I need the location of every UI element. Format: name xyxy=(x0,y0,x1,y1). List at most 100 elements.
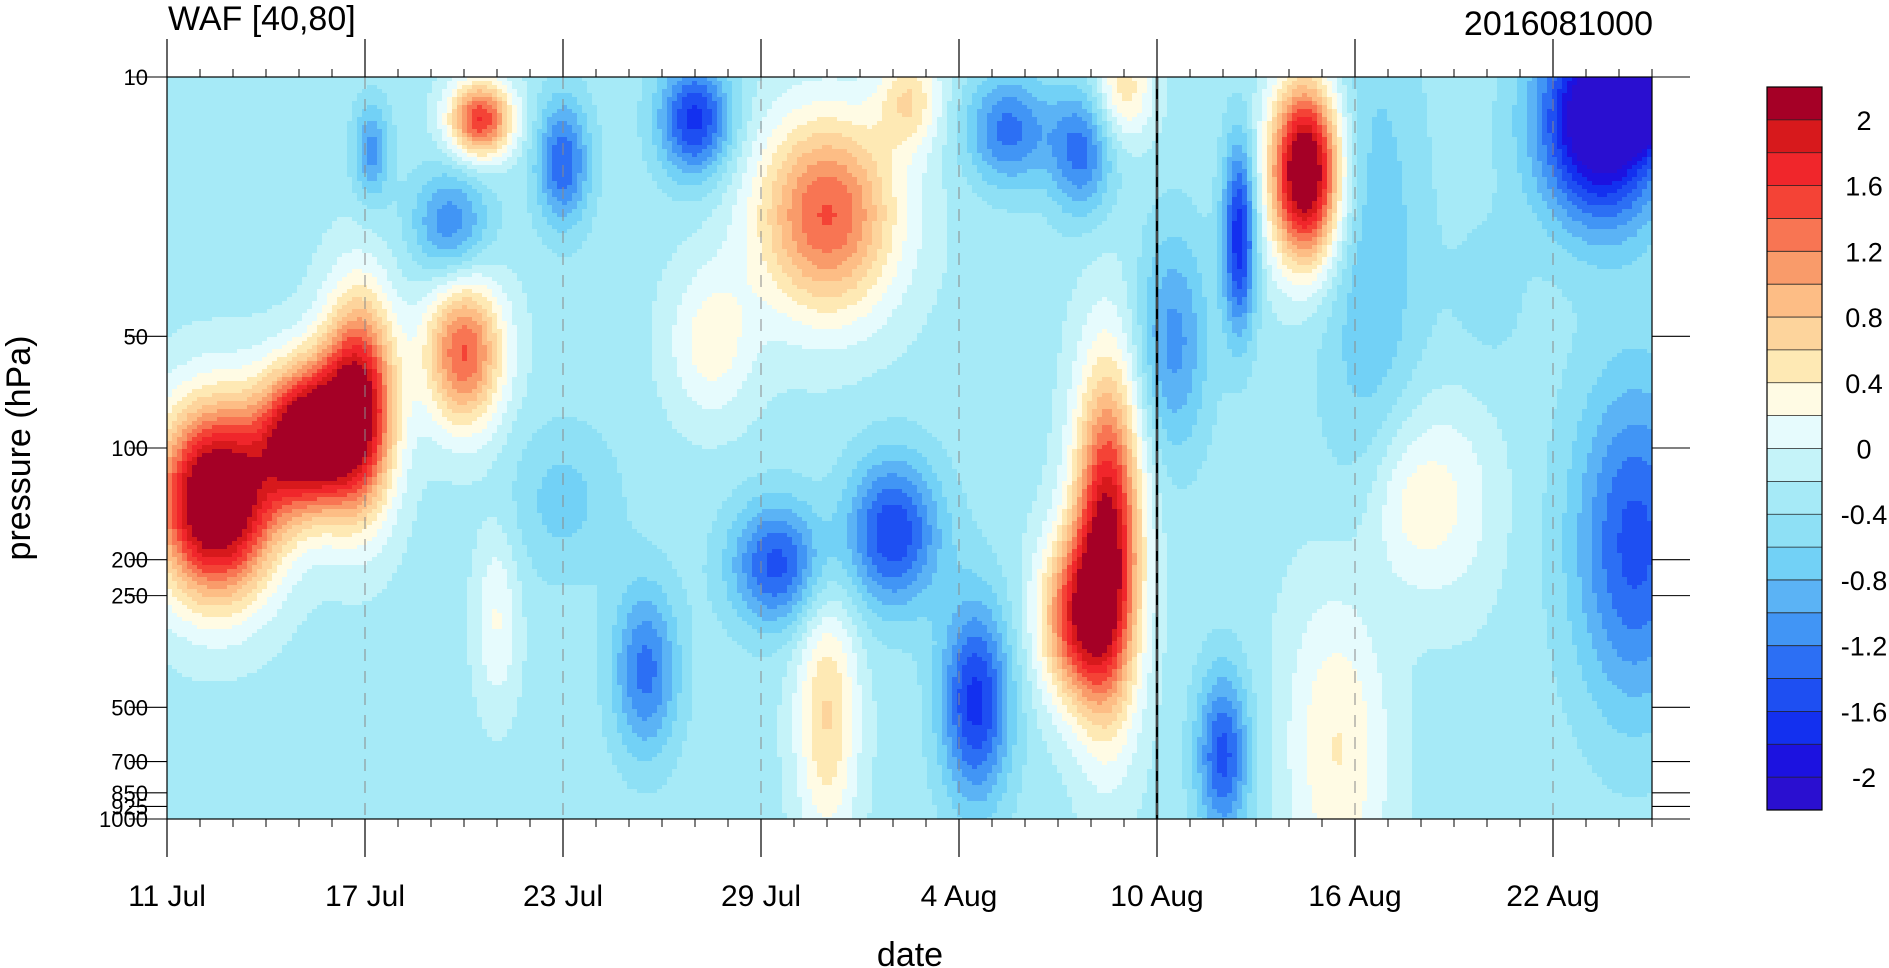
contour-cell-1892 xyxy=(717,101,723,106)
contour-cell-967 xyxy=(547,89,553,94)
contour-cell-1971 xyxy=(1112,101,1118,106)
contour-cell-657 xyxy=(482,85,488,90)
contour-cell-1415 xyxy=(1302,93,1308,98)
contour-cell-953 xyxy=(477,89,483,94)
contour-cell-1153 xyxy=(1477,89,1483,94)
contour-cell-656 xyxy=(477,85,483,90)
contour-cell-484 xyxy=(1102,81,1108,86)
contour-cell-762 xyxy=(1007,85,1013,90)
contour-cell-1560 xyxy=(542,97,548,102)
contour-cell-595 xyxy=(172,85,178,90)
contour-cell-1 xyxy=(172,77,178,82)
contour-cell-751 xyxy=(952,85,958,90)
contour-cell-1300 xyxy=(727,93,733,98)
contour-cell-1694 xyxy=(1212,97,1218,102)
contour-cell-1615 xyxy=(817,97,823,102)
contour-cell-1376 xyxy=(1107,93,1113,98)
contour-cell-1103 xyxy=(1227,89,1233,94)
contour-cell-1273 xyxy=(592,93,598,98)
contour-cell-785 xyxy=(1122,85,1128,90)
contour-cell-1274 xyxy=(597,93,603,98)
contour-cell-528 xyxy=(1322,81,1328,86)
contour-cell-552 xyxy=(1442,81,1448,86)
contour-cell-696 xyxy=(677,85,683,90)
contour-cell-1170 xyxy=(1562,89,1568,94)
contour-cell-1637 xyxy=(927,97,933,102)
contour-cell-1281 xyxy=(632,93,638,98)
contour-cell-415 xyxy=(757,81,763,86)
contour-cell-1815 xyxy=(332,101,338,106)
contour-cell-323 xyxy=(297,81,303,86)
contour-cell-1448 xyxy=(1467,93,1473,98)
contour-cell-343 xyxy=(397,81,403,86)
contour-cell-407 xyxy=(717,81,723,86)
contour-cell-1989 xyxy=(1202,101,1208,106)
contour-cell-879 xyxy=(1592,85,1598,90)
contour-cell-1847 xyxy=(492,101,498,106)
contour-cell-935 xyxy=(387,89,393,94)
contour-cell-1192 xyxy=(187,93,193,98)
contour-cell-1585 xyxy=(667,97,673,102)
contour-cell-358 xyxy=(472,81,478,86)
contour-cell-19 xyxy=(262,77,268,82)
contour-cell-774 xyxy=(1067,85,1073,90)
contour-cell-1250 xyxy=(477,93,483,98)
contour-cell-117 xyxy=(752,77,758,82)
contour-cell-2065 xyxy=(1582,101,1588,106)
contour-cell-1889 xyxy=(702,101,708,106)
contour-cell-2052 xyxy=(1517,101,1523,106)
contour-cell-742 xyxy=(907,85,913,90)
contour-cell-413 xyxy=(747,81,753,86)
contour-cell-1745 xyxy=(1467,97,1473,102)
contour-cell-1665 xyxy=(1067,97,1073,102)
contour-cell-1684 xyxy=(1162,97,1168,102)
contour-cell-1034 xyxy=(882,89,888,94)
contour-cell-238 xyxy=(1357,77,1363,82)
contour-cell-1793 xyxy=(222,101,228,106)
contour-cell-872 xyxy=(1557,85,1563,90)
contour-cell-480 xyxy=(1082,81,1088,86)
contour-cell-1392 xyxy=(1187,93,1193,98)
contour-cell-1028 xyxy=(852,89,858,94)
contour-cell-1411 xyxy=(1282,93,1288,98)
contour-cell-1531 xyxy=(397,97,403,102)
contour-cell-316 xyxy=(262,81,268,86)
contour-cell-1941 xyxy=(962,101,968,106)
contour-cell-2029 xyxy=(1402,101,1408,106)
contour-cell-1456 xyxy=(1507,93,1513,98)
contour-cell-854 xyxy=(1467,85,1473,90)
contour-cell-1854 xyxy=(527,101,533,106)
contour-cell-644 xyxy=(417,85,423,90)
contour-cell-304 xyxy=(202,81,208,86)
contour-cell-1060 xyxy=(1012,89,1018,94)
contour-cell-1809 xyxy=(302,101,308,106)
contour-cell-144 xyxy=(887,77,893,82)
contour-cell-1256 xyxy=(507,93,513,98)
contour-cell-736 xyxy=(877,85,883,90)
contour-cell-281 xyxy=(1572,77,1578,82)
contour-cell-1413 xyxy=(1292,93,1298,98)
contour-cell-1624 xyxy=(862,97,868,102)
contour-cell-846 xyxy=(1427,85,1433,90)
contour-cell-337 xyxy=(367,81,373,86)
contour-cell-920 xyxy=(312,89,318,94)
contour-cell-1773 xyxy=(1607,97,1613,102)
contour-cell-61 xyxy=(472,77,478,82)
contour-cell-551 xyxy=(1437,81,1443,86)
contour-cell-437 xyxy=(867,81,873,86)
contour-cell-1464 xyxy=(1547,93,1553,98)
contour-cell-1351 xyxy=(982,93,988,98)
contour-cell-1775 xyxy=(1617,97,1623,102)
contour-cell-1829 xyxy=(402,101,408,106)
contour-cell-1362 xyxy=(1037,93,1043,98)
contour-cell-257 xyxy=(1452,77,1458,82)
contour-cell-1543 xyxy=(457,97,463,102)
contour-cell-426 xyxy=(812,81,818,86)
contour-cell-1155 xyxy=(1487,89,1493,94)
contour-cell-335 xyxy=(357,81,363,86)
contour-cell-1592 xyxy=(702,97,708,102)
contour-cell-1092 xyxy=(1172,89,1178,94)
contour-cell-1658 xyxy=(1032,97,1038,102)
contour-cell-332 xyxy=(342,81,348,86)
contour-cell-622 xyxy=(307,85,313,90)
